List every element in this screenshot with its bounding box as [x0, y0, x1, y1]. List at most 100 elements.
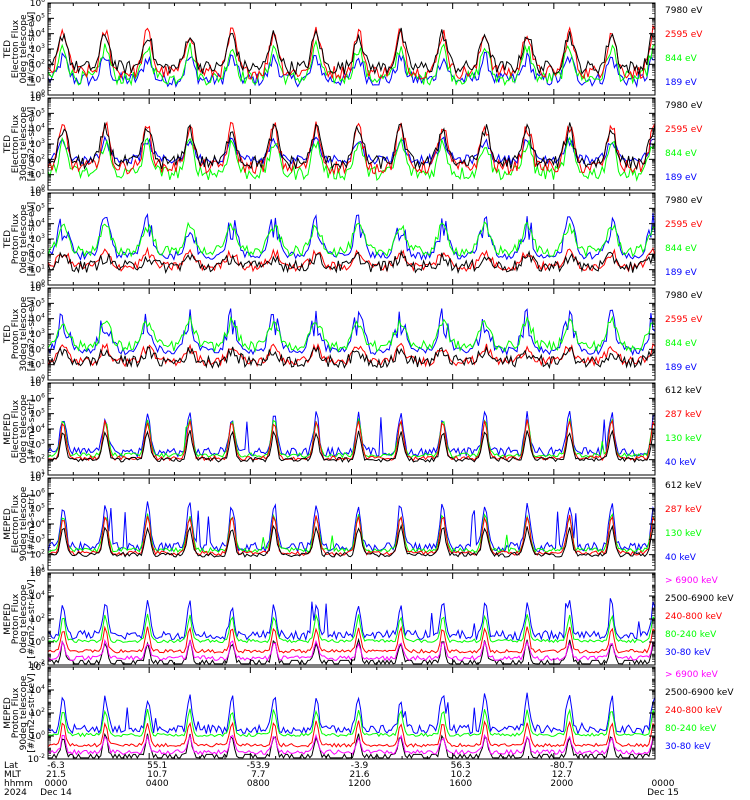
panel-ylabel-line: Proton Flux [11, 213, 21, 264]
y-tick-label: 105 [30, 503, 45, 515]
panel-ylabel-line: MEPED [3, 508, 13, 540]
time-axis-lat-label: 56.3 [451, 761, 471, 771]
panel-ylabel-line: Electron Flux [11, 19, 21, 78]
y-tick-label: 106 [30, 92, 45, 104]
series-line-panel5-1 [47, 429, 656, 463]
legend-entry: 844 eV [665, 244, 698, 254]
panel-ylabel-line: Electron Flux [11, 399, 21, 458]
series-line-panel7-1 [47, 638, 656, 662]
y-tick-label: 107 [30, 472, 45, 484]
series-line-panel6-2 [47, 514, 656, 557]
panel-ylabel-line: [#/cm2-s-str] [27, 399, 37, 459]
time-axis-hhmm-label: 0000 [652, 779, 675, 789]
legend-entry: > 6900 keV [665, 576, 719, 586]
y-tick-label: 106 [30, 282, 45, 294]
legend-entry: 189 eV [665, 268, 698, 278]
series-line-panel4-1 [47, 345, 656, 370]
series-line-panel3-4 [47, 212, 656, 262]
panel-frame [47, 382, 656, 476]
legend-entry: > 6900 keV [665, 670, 719, 680]
legend-entry: 7980 eV [665, 101, 703, 111]
legend-entry: 612 keV [665, 386, 702, 396]
panel-ylabel-line: Proton Flux [11, 687, 21, 738]
legend-entry: 40 keV [665, 553, 697, 563]
series-line-panel1-2 [47, 24, 656, 81]
panel-ylabel-line: TED [3, 230, 13, 249]
panel-frame [47, 2, 656, 96]
series-line-panel1-4 [47, 50, 656, 88]
y-tick-label: 10-2 [28, 753, 46, 765]
panel-ylabel-line: [#/cm2-s-str] [27, 494, 37, 554]
y-tick-label: 106 [30, 661, 45, 673]
time-axis-mlt-label: 10.7 [147, 770, 167, 780]
time-axis-lat-label: -6.3 [47, 761, 65, 771]
legend-entry: 40 keV [665, 458, 697, 468]
legend-entry: 844 eV [665, 339, 698, 349]
legend-entry: 7980 eV [665, 291, 703, 301]
panel-ylabel-line: MEPED [3, 697, 13, 729]
legend-entry: 240-800 keV [665, 612, 723, 622]
legend-entry: 80-240 keV [665, 630, 717, 640]
series-line-panel2-2 [47, 121, 656, 176]
series-line-panel6-1 [47, 523, 656, 558]
time-axis-hhmm-label: 2000 [550, 779, 573, 789]
panel-ylabel-line: Proton Flux [11, 308, 21, 359]
time-axis-mlt-label: 21.5 [46, 770, 66, 780]
series-line-panel3-1 [47, 249, 656, 275]
time-axis-row-label: Lat [4, 761, 19, 771]
time-axis-lat-label: 55.1 [147, 761, 167, 771]
legend-entry: 189 eV [665, 173, 698, 183]
panel-ylabel-line: 0deg telescope [19, 14, 29, 84]
legend-entry: 7980 eV [665, 6, 703, 16]
y-tick-label: 106 [30, 187, 45, 199]
panel-ylabel-line: TED [3, 40, 13, 59]
panel-ylabel-line: [#/cm2-s-str-keV] [27, 673, 37, 752]
legend-entry: 240-800 keV [665, 706, 723, 716]
series-line-panel6-4 [47, 501, 656, 554]
series-line-panel3-2 [47, 246, 656, 273]
panel-ylabel-line: TED [3, 135, 13, 154]
time-axis-lat-label: -53.9 [247, 761, 271, 771]
panel-ylabel-line: 0deg telescope [19, 204, 29, 274]
panel-ylabel-line: 30deg telescope [19, 296, 29, 371]
legend-entry: 80-240 keV [665, 724, 717, 734]
panel-ylabel-line: 0deg telescope [19, 584, 29, 654]
time-axis-date-label: Dec 15 [647, 788, 679, 798]
time-axis-lat-label: -80.7 [550, 761, 573, 771]
panel-ylabel-line: MEPED [3, 413, 13, 445]
panel-ylabel-line: 0deg telescope [19, 394, 29, 464]
panel-ylabel-line: [#/cm2-s-str-eV] [27, 297, 37, 372]
series-line-panel5-3 [47, 418, 656, 459]
series-line-panel8-4 [47, 708, 656, 738]
legend-entry: 2595 eV [665, 220, 703, 230]
panel-ylabel-line: [#/cm2-s-str-eV] [27, 12, 37, 87]
legend-entry: 287 keV [665, 410, 702, 420]
panel-ylabel-line: Electron Flux [11, 114, 21, 173]
series-line-panel1-1 [47, 27, 656, 76]
y-tick-label: 106 [30, 567, 45, 579]
series-line-panel2-3 [47, 136, 656, 182]
legend-entry: 2595 eV [665, 315, 703, 325]
legend-entry: 189 eV [665, 363, 698, 373]
legend-entry: 189 eV [665, 78, 698, 88]
panel-ylabel-line: MEPED [3, 603, 13, 635]
legend-entry: 2595 eV [665, 125, 703, 135]
series-line-panel7-5 [47, 598, 656, 642]
y-tick-label: 107 [30, 377, 45, 389]
legend-entry: 2595 eV [665, 30, 703, 40]
time-axis-mlt-label: 21.6 [349, 770, 369, 780]
series-line-panel3-3 [47, 220, 656, 259]
legend-entry: 2500-6900 keV [665, 688, 734, 698]
time-axis-mlt-label: 7.7 [251, 770, 265, 780]
legend-entry: 844 eV [665, 149, 698, 159]
panel-ylabel-line: [#/cm2-s-str-eV] [27, 107, 37, 182]
series-line-panel4-3 [47, 314, 656, 353]
panel-ylabel-line: 90deg telescope [19, 486, 29, 561]
panel-ylabel-line: 30deg telescope [19, 106, 29, 181]
time-axis-date-label: Dec 14 [40, 788, 72, 798]
